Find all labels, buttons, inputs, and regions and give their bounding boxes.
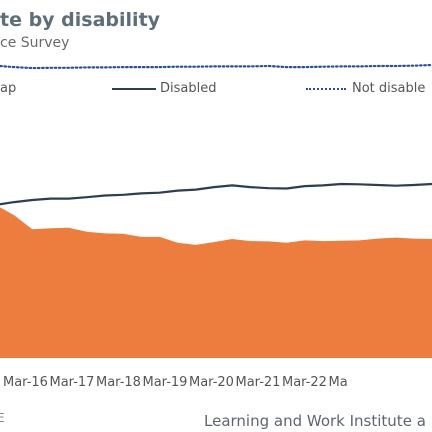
legend-label-not-disabled: Not disable bbox=[352, 81, 426, 96]
gap-area bbox=[0, 207, 432, 358]
x-tick-label: Mar-19 bbox=[143, 375, 188, 390]
legend-item-disabled: Disabled bbox=[112, 81, 216, 96]
x-tick-label: Mar-20 bbox=[189, 375, 234, 390]
x-tick-label: Ma bbox=[329, 375, 348, 390]
legend-swatch-not-disabled bbox=[306, 87, 346, 90]
x-tick-label: Mar-18 bbox=[96, 375, 141, 390]
legend-swatch-disabled bbox=[112, 87, 156, 90]
legend-label-gap: ap bbox=[0, 81, 17, 96]
disabled-line bbox=[0, 182, 432, 206]
legend-item-not-disabled: Not disable bbox=[306, 81, 425, 96]
x-tick-label: Mar-21 bbox=[236, 375, 281, 390]
legend-label-disabled: Disabled bbox=[160, 81, 217, 96]
chart-title: te by disability bbox=[0, 9, 161, 31]
x-tick-label: Mar-22 bbox=[282, 375, 327, 390]
x-tick-label: Mar-17 bbox=[50, 375, 95, 390]
x-tick-label: Mar-16 bbox=[3, 375, 48, 390]
not-disabled-line bbox=[0, 63, 432, 70]
source-note: Learning and Work Institute a bbox=[204, 412, 426, 430]
legend-item-gap: ap bbox=[0, 81, 16, 96]
footer-fragment: E bbox=[0, 411, 5, 425]
chart-subtitle: ce Survey bbox=[0, 35, 70, 51]
